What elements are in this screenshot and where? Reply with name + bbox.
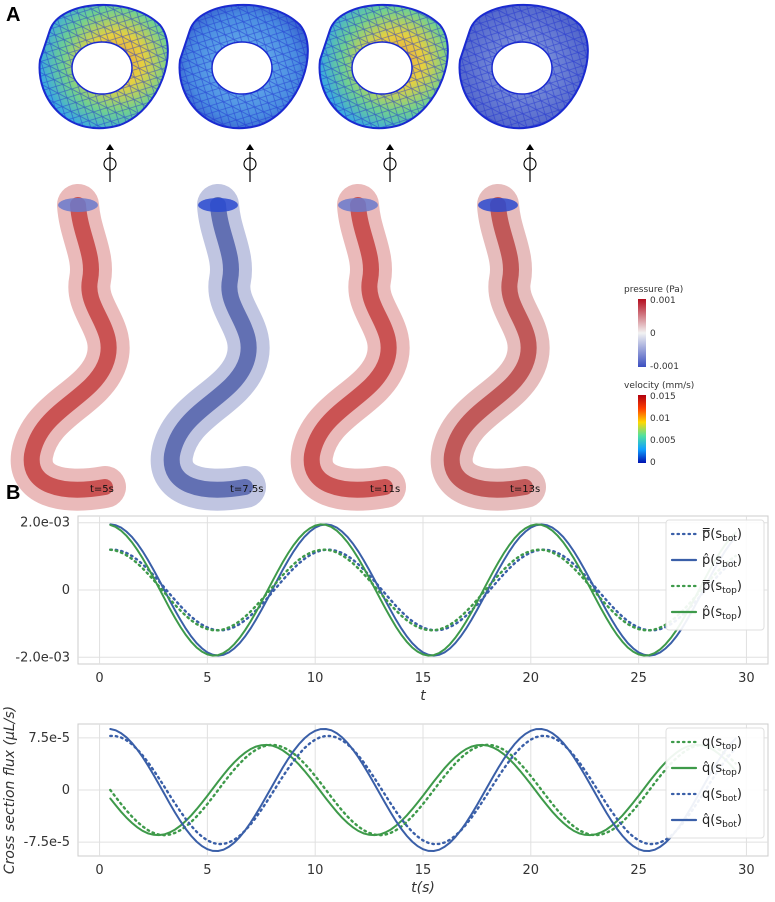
series-line — [109, 734, 737, 846]
velocity-tick-2: 0.005 — [650, 436, 676, 446]
legend-entry: p̂(stop) — [702, 605, 742, 622]
x-tick-label: 25 — [630, 863, 647, 878]
vessel-wall — [430, 184, 550, 511]
legend-entry: p̂(sbot) — [702, 553, 742, 570]
snapshot-0: t=5s — [10, 3, 169, 511]
pressure-colorbar — [638, 299, 646, 367]
x-tick-label: 20 — [523, 671, 540, 686]
velocity-colorbar-title: velocity (mm/s) — [624, 381, 694, 391]
x-tick-label: 20 — [523, 863, 540, 878]
vessel-lumen — [23, 197, 117, 498]
velocity-tick-3: 0 — [650, 458, 656, 468]
arrow-up-icon — [526, 144, 534, 150]
panel-a-renderings: t=5s t=7.5s t=11s t=13s — [10, 3, 589, 511]
velocity-tick-1: 0.01 — [650, 414, 670, 424]
x-tick-label: 5 — [203, 671, 211, 686]
arrow-up-icon — [246, 144, 254, 150]
legend-entry: p̿(stop) — [702, 579, 742, 596]
snapshot-time-label: t=5s — [90, 484, 114, 495]
snapshot-time-label: t=11s — [370, 484, 400, 495]
rotate-icon — [523, 157, 537, 171]
pressure-tick-max: 0.001 — [650, 296, 676, 306]
legend-entry: q(sbot) — [702, 787, 742, 804]
rotate-icon — [383, 157, 397, 171]
legend-entry: q̂(stop) — [702, 761, 742, 778]
x-tick-label: 25 — [630, 671, 647, 686]
vessel — [290, 184, 410, 511]
series-line — [109, 743, 737, 837]
vessel — [150, 184, 270, 511]
x-tick-label: 10 — [307, 863, 324, 878]
vessel-wall — [290, 184, 410, 511]
vessel-inlet — [478, 198, 518, 212]
y-axis-label: Cross section flux (μL/s) — [2, 706, 18, 874]
rotate-icon — [243, 157, 257, 171]
arrow-up-icon — [386, 144, 394, 150]
arrow-up-icon — [106, 144, 114, 150]
lumen-hole — [351, 41, 413, 95]
lumen-hole — [71, 41, 133, 95]
snapshot-3: t=13s — [430, 3, 589, 511]
velocity-tick-0: 0.015 — [650, 392, 676, 402]
x-tick-label: 30 — [738, 671, 755, 686]
x-tick-label: 10 — [307, 671, 324, 686]
y-tick-label: -2.0e-03 — [15, 650, 70, 665]
snapshot-2: t=11s — [290, 3, 449, 511]
x-tick-label: 15 — [415, 863, 432, 878]
colorbars: pressure (Pa) 0.001 0 -0.001 velocity (m… — [624, 285, 694, 468]
vessel — [430, 184, 550, 511]
x-axis-label: t — [420, 688, 426, 704]
legend-box — [665, 519, 765, 631]
series-line — [109, 727, 737, 853]
vessel-lumen — [443, 197, 537, 498]
snapshot-time-label: t=7.5s — [230, 484, 263, 495]
lumen-hole — [491, 41, 553, 95]
series-line — [109, 743, 737, 837]
vessel-wall — [10, 184, 130, 511]
legend-entry: q(stop) — [702, 735, 742, 752]
y-tick-label: 2.0e-03 — [20, 516, 70, 531]
vessel-inlet — [198, 198, 238, 212]
legend-entry: p̿(sbot) — [702, 527, 742, 544]
pressure-tick-min: -0.001 — [650, 362, 679, 372]
legend-entry: q̂(sbot) — [702, 813, 742, 830]
y-tick-label: 7.5e-5 — [28, 731, 70, 746]
series-line — [109, 523, 737, 657]
vessel — [10, 184, 130, 511]
y-tick-label: 0 — [62, 583, 70, 598]
y-tick-label: 0 — [62, 783, 70, 798]
rotate-icon — [103, 157, 117, 171]
legend-box — [665, 727, 765, 839]
snapshot-1: t=7.5s — [150, 3, 309, 511]
pressure-tick-zero: 0 — [650, 329, 656, 339]
pressure-plot: 0 5 10 15 20 25 30 2.0e-03 0 -2.0e-03 p̿(sbot) p̂(s… — [15, 515, 769, 704]
vessel-wall — [150, 184, 270, 511]
panel-label-b: B — [6, 482, 21, 504]
y-tick-label: -7.5e-5 — [24, 835, 70, 850]
vessel-lumen — [163, 197, 257, 498]
snapshot-time-label: t=13s — [510, 484, 540, 495]
vessel-inlet — [338, 198, 378, 212]
x-axis-label: t(s) — [411, 880, 435, 896]
x-tick-label: 0 — [95, 863, 103, 878]
flux-plot: 0 5 10 15 20 25 30 7.5e-5 0 -7.5e-5 q(stop) q̂(stop… — [2, 706, 769, 896]
x-tick-label: 15 — [415, 671, 432, 686]
x-tick-label: 30 — [738, 863, 755, 878]
panel-label-a: A — [6, 4, 21, 26]
vessel-inlet — [58, 198, 98, 212]
x-tick-label: 5 — [203, 863, 211, 878]
pressure-colorbar-title: pressure (Pa) — [624, 285, 683, 295]
velocity-colorbar — [638, 395, 646, 463]
vessel-lumen — [303, 197, 397, 498]
lumen-hole — [211, 41, 273, 95]
x-tick-label: 0 — [95, 671, 103, 686]
